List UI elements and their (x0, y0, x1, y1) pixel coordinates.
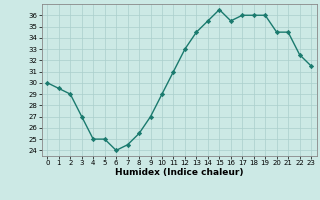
X-axis label: Humidex (Indice chaleur): Humidex (Indice chaleur) (115, 168, 244, 177)
